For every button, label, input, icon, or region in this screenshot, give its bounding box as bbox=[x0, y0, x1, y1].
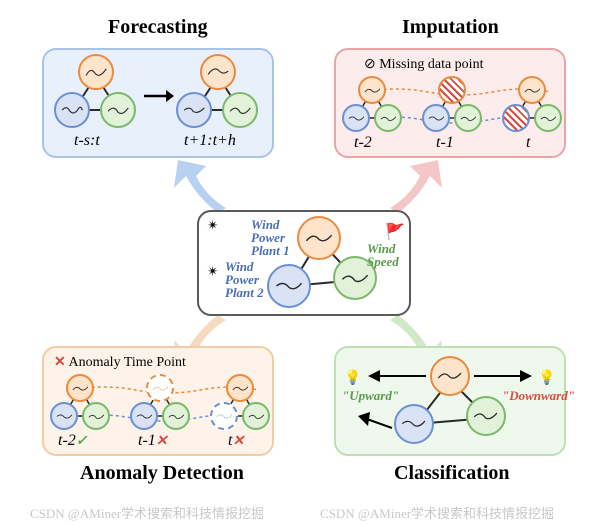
windsock-icon: 🚩 bbox=[385, 222, 405, 242]
node-green bbox=[466, 396, 506, 436]
label-speed: Wind Speed bbox=[367, 242, 411, 268]
node-blue-missing bbox=[502, 104, 530, 132]
node-blue-anom bbox=[210, 402, 238, 430]
label-downward: "Downward" bbox=[502, 388, 575, 404]
check-icon: ✓ bbox=[76, 434, 88, 449]
label-upward: "Upward" bbox=[342, 388, 399, 404]
node-green bbox=[82, 402, 110, 430]
panel-imputation: ⊘ Missing data point t-2 t-1 t bbox=[334, 48, 566, 158]
label-anom-tm1: t-1✕ bbox=[138, 432, 168, 450]
node-blue bbox=[50, 402, 78, 430]
node-orange bbox=[518, 76, 546, 104]
node-orange bbox=[430, 356, 470, 396]
bulb-icon: 💡 bbox=[538, 370, 555, 387]
turbine-icon: ✴︎ bbox=[207, 218, 219, 235]
label-plant2: Wind Power Plant 2 bbox=[225, 260, 265, 299]
panel-anomaly: ✕ Anomaly Time Point t-2✓ t-1✕ t✕ bbox=[42, 346, 274, 456]
title-imputation: Imputation bbox=[402, 16, 499, 39]
label-forecast-left: t-s:t bbox=[74, 132, 100, 150]
node-green bbox=[100, 92, 136, 128]
title-forecasting: Forecasting bbox=[108, 16, 208, 39]
forecast-arrow-icon bbox=[142, 86, 176, 106]
label-imp-tm1: t-1 bbox=[436, 134, 454, 152]
x-icon: ✕ bbox=[232, 434, 244, 449]
node-orange-large bbox=[297, 216, 341, 260]
node-orange bbox=[78, 54, 114, 90]
node-orange bbox=[200, 54, 236, 90]
node-orange-missing bbox=[438, 76, 466, 104]
label-plant1: Wind Power Plant 1 bbox=[251, 218, 297, 257]
title-anomaly: Anomaly Detection bbox=[80, 462, 244, 485]
node-blue bbox=[176, 92, 212, 128]
class-arrow-right bbox=[470, 362, 540, 388]
node-green bbox=[222, 92, 258, 128]
node-blue bbox=[54, 92, 90, 128]
node-blue bbox=[130, 402, 158, 430]
label-imp-tm2: t-2 bbox=[354, 134, 372, 152]
panel-classification: 💡 "Upward" 💡 "Downward" bbox=[334, 346, 566, 456]
turbine-icon: ✴︎ bbox=[207, 264, 219, 281]
bulb-icon: 💡 bbox=[344, 370, 361, 387]
x-icon: ✕ bbox=[156, 434, 168, 449]
node-orange-anom bbox=[146, 374, 174, 402]
node-green bbox=[454, 104, 482, 132]
node-green bbox=[242, 402, 270, 430]
class-feedback-arrow bbox=[354, 408, 398, 438]
node-orange bbox=[66, 374, 94, 402]
watermark-right: CSDN @AMiner学术搜索和科技情报挖掘 bbox=[320, 503, 554, 522]
watermark-left: CSDN @AMiner学术搜索和科技情报挖掘 bbox=[30, 503, 264, 522]
node-blue-large bbox=[267, 264, 311, 308]
panel-forecasting: t-s:t t+1:t+h bbox=[42, 48, 274, 158]
label-anom-t: t✕ bbox=[228, 432, 244, 450]
node-orange bbox=[226, 374, 254, 402]
label-forecast-right: t+1:t+h bbox=[184, 132, 236, 150]
label-anom-tm2: t-2✓ bbox=[58, 432, 88, 450]
title-classification: Classification bbox=[394, 462, 510, 485]
node-blue bbox=[342, 104, 370, 132]
label-imp-t: t bbox=[526, 134, 530, 152]
node-orange bbox=[358, 76, 386, 104]
node-green bbox=[534, 104, 562, 132]
node-green bbox=[374, 104, 402, 132]
class-arrow-left bbox=[360, 362, 430, 388]
node-green bbox=[162, 402, 190, 430]
panel-center: ✴︎ Wind Power Plant 1 ✴︎ Wind Power Plan… bbox=[197, 210, 411, 316]
node-blue bbox=[394, 404, 434, 444]
node-blue bbox=[422, 104, 450, 132]
